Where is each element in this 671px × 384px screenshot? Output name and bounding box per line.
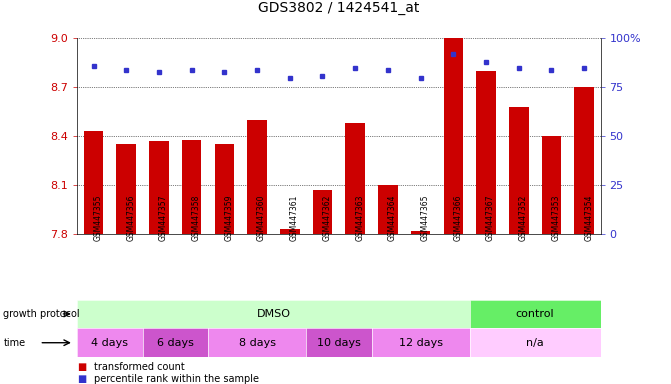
Bar bbox=[541, 136, 561, 234]
Text: GSM447367: GSM447367 bbox=[486, 195, 495, 241]
Text: 10 days: 10 days bbox=[317, 338, 361, 348]
Text: ■: ■ bbox=[77, 374, 87, 384]
Text: 8 days: 8 days bbox=[239, 338, 276, 348]
Text: GDS3802 / 1424541_at: GDS3802 / 1424541_at bbox=[258, 2, 419, 15]
Text: GSM447365: GSM447365 bbox=[421, 195, 429, 241]
Bar bbox=[476, 71, 496, 234]
Text: GSM447356: GSM447356 bbox=[126, 195, 136, 241]
Text: GSM447353: GSM447353 bbox=[552, 195, 560, 241]
Text: percentile rank within the sample: percentile rank within the sample bbox=[94, 374, 259, 384]
Bar bbox=[149, 141, 169, 234]
Bar bbox=[411, 231, 430, 234]
Text: transformed count: transformed count bbox=[94, 361, 185, 372]
Text: 12 days: 12 days bbox=[399, 338, 443, 348]
Text: GSM447352: GSM447352 bbox=[519, 195, 528, 241]
Bar bbox=[117, 144, 136, 234]
Text: GSM447362: GSM447362 bbox=[323, 195, 331, 241]
Text: GSM447361: GSM447361 bbox=[290, 195, 299, 241]
Bar bbox=[444, 38, 463, 234]
Text: GSM447357: GSM447357 bbox=[159, 195, 168, 241]
Bar bbox=[84, 131, 103, 234]
Text: GSM447359: GSM447359 bbox=[224, 195, 234, 241]
Text: GSM447363: GSM447363 bbox=[355, 195, 364, 241]
Bar bbox=[574, 88, 594, 234]
Text: GSM447360: GSM447360 bbox=[257, 195, 266, 241]
Text: n/a: n/a bbox=[526, 338, 544, 348]
Text: GSM447366: GSM447366 bbox=[454, 195, 462, 241]
Bar bbox=[215, 144, 234, 234]
Bar bbox=[313, 190, 332, 234]
Bar bbox=[378, 185, 398, 234]
Bar bbox=[509, 107, 529, 234]
Text: control: control bbox=[516, 309, 554, 319]
Text: ■: ■ bbox=[77, 361, 87, 372]
Text: GSM447355: GSM447355 bbox=[93, 195, 103, 241]
Bar bbox=[346, 123, 365, 234]
Text: GSM447364: GSM447364 bbox=[388, 195, 397, 241]
Text: growth protocol: growth protocol bbox=[3, 309, 80, 319]
Text: 4 days: 4 days bbox=[91, 338, 128, 348]
Text: GSM447354: GSM447354 bbox=[584, 195, 593, 241]
Text: time: time bbox=[3, 338, 25, 348]
Bar bbox=[182, 139, 201, 234]
Text: 6 days: 6 days bbox=[157, 338, 194, 348]
Bar bbox=[248, 120, 267, 234]
Bar bbox=[280, 229, 299, 234]
Text: GSM447358: GSM447358 bbox=[192, 195, 201, 241]
Text: DMSO: DMSO bbox=[256, 309, 291, 319]
